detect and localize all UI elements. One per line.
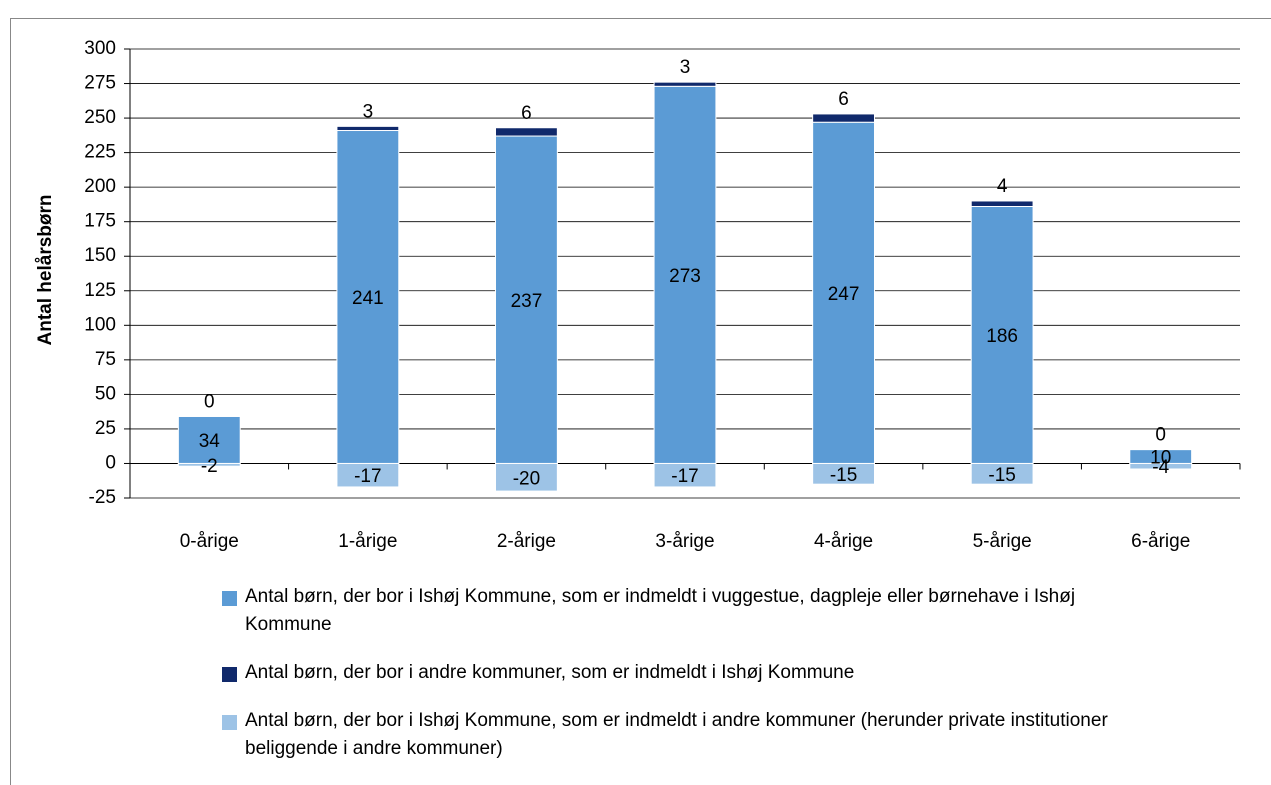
y-tick-label: 75 [95, 349, 116, 370]
bar-segment [336, 130, 400, 464]
data-label: 247 [828, 284, 860, 305]
legend-swatch [222, 715, 237, 730]
data-label: -17 [354, 466, 381, 487]
data-label: 3 [680, 57, 691, 78]
legend-label: Antal børn, der bor i Ishøj Kommune, som… [245, 586, 1076, 635]
y-tick-label: 175 [84, 211, 116, 232]
data-label: 0 [204, 392, 215, 413]
data-label: -2 [201, 456, 218, 477]
data-label: 273 [669, 266, 701, 287]
bar-segment [970, 462, 1034, 485]
y-tick-label: 100 [84, 314, 116, 335]
y-tick-label: -25 [89, 487, 116, 508]
legend: Antal børn, der bor i Ishøj Kommune, som… [222, 583, 1162, 783]
x-tick-label: 5-årige [973, 531, 1032, 552]
data-label: 34 [199, 431, 221, 452]
y-tick-label: 200 [84, 176, 116, 197]
data-label: 241 [352, 288, 384, 309]
data-label: -4 [1152, 457, 1169, 478]
y-tick-label: 225 [84, 142, 116, 163]
legend-label: Antal børn, der bor i Ishøj Kommune, som… [245, 710, 1108, 759]
x-tick-label: 6-årige [1131, 531, 1190, 552]
bar-segment [495, 135, 558, 464]
data-label: 0 [1155, 425, 1166, 446]
y-tick-label: 275 [84, 73, 116, 94]
bar-segment [1129, 462, 1193, 470]
data-label: 186 [986, 326, 1018, 347]
legend-swatch [222, 591, 237, 606]
data-label: -20 [513, 468, 540, 489]
y-tick-label: 250 [84, 107, 116, 128]
bar-segment [653, 81, 717, 87]
legend-item: Antal børn, der bor i Ishøj Kommune, som… [222, 583, 1162, 639]
data-label: 10 [1150, 448, 1171, 469]
bar-segment [812, 113, 875, 123]
bar-segment [812, 462, 875, 485]
bar-segment [653, 85, 717, 464]
legend-label: Antal børn, der bor i andre kommuner, so… [245, 662, 855, 683]
x-tick-label: 2-årige [497, 531, 556, 552]
bar-segment [177, 462, 241, 467]
data-label: 6 [838, 89, 849, 110]
bar-segment [336, 462, 400, 488]
data-label: -15 [988, 465, 1015, 486]
y-tick-label: 125 [84, 280, 116, 301]
data-label: -15 [830, 465, 857, 486]
legend-item: Antal børn, der bor i andre kommuner, so… [222, 659, 1162, 687]
y-tick-label: 25 [95, 418, 116, 439]
bar-segment [495, 127, 558, 137]
legend-item: Antal børn, der bor i Ishøj Kommune, som… [222, 707, 1162, 763]
x-tick-label: 1-årige [338, 531, 397, 552]
x-tick-label: 0-årige [180, 531, 239, 552]
y-tick-label: 50 [95, 383, 116, 404]
x-tick-label: 4-årige [814, 531, 873, 552]
y-axis-label: Antal helårsbørn [35, 195, 56, 346]
bar-segment [970, 200, 1034, 207]
data-label: -17 [671, 466, 698, 487]
chart-frame [10, 18, 1271, 785]
y-tick-label: 0 [105, 452, 116, 473]
bar-segment [812, 121, 875, 464]
bar-segment [653, 462, 717, 488]
y-tick-label: 150 [84, 245, 116, 266]
legend-swatch [222, 667, 237, 682]
data-label: 237 [511, 291, 543, 312]
bar-segment [336, 125, 400, 132]
data-label: 4 [997, 176, 1008, 197]
x-tick-label: 3-årige [655, 531, 714, 552]
data-label: 3 [363, 101, 374, 122]
y-tick-label: 300 [84, 38, 116, 59]
data-label: 6 [521, 103, 532, 124]
bar-segment [495, 462, 558, 492]
